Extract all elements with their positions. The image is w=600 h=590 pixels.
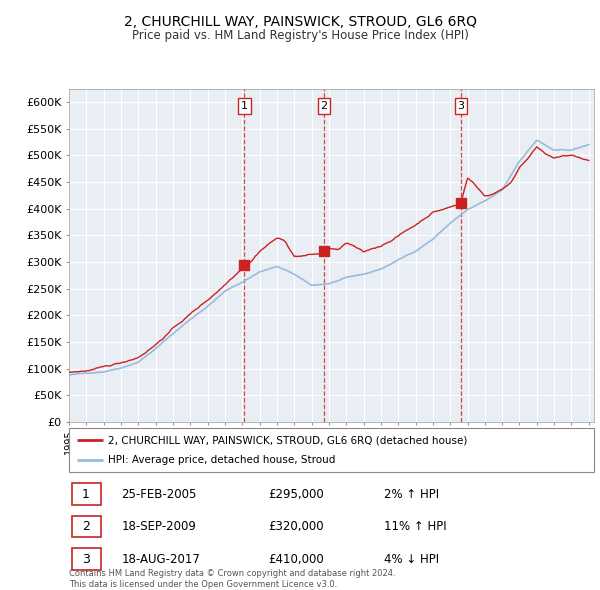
Text: 2: 2 [320, 101, 328, 111]
Text: £295,000: £295,000 [269, 487, 324, 501]
Text: 4% ↓ HPI: 4% ↓ HPI [384, 552, 439, 566]
Text: 2, CHURCHILL WAY, PAINSWICK, STROUD, GL6 6RQ (detached house): 2, CHURCHILL WAY, PAINSWICK, STROUD, GL6… [109, 435, 468, 445]
Text: 2: 2 [82, 520, 90, 533]
Text: 11% ↑ HPI: 11% ↑ HPI [384, 520, 446, 533]
Text: Price paid vs. HM Land Registry's House Price Index (HPI): Price paid vs. HM Land Registry's House … [131, 30, 469, 42]
FancyBboxPatch shape [71, 483, 101, 505]
Text: £320,000: £320,000 [269, 520, 324, 533]
Text: 1: 1 [241, 101, 248, 111]
Text: 3: 3 [458, 101, 464, 111]
Text: 1: 1 [82, 487, 90, 501]
Text: 2% ↑ HPI: 2% ↑ HPI [384, 487, 439, 501]
Text: 18-SEP-2009: 18-SEP-2009 [121, 520, 196, 533]
FancyBboxPatch shape [71, 548, 101, 570]
Text: HPI: Average price, detached house, Stroud: HPI: Average price, detached house, Stro… [109, 455, 336, 464]
Text: 3: 3 [82, 552, 90, 566]
Text: 18-AUG-2017: 18-AUG-2017 [121, 552, 200, 566]
Text: £410,000: £410,000 [269, 552, 324, 566]
FancyBboxPatch shape [69, 428, 594, 472]
Text: 2, CHURCHILL WAY, PAINSWICK, STROUD, GL6 6RQ: 2, CHURCHILL WAY, PAINSWICK, STROUD, GL6… [124, 15, 476, 29]
Text: 25-FEB-2005: 25-FEB-2005 [121, 487, 197, 501]
Text: Contains HM Land Registry data © Crown copyright and database right 2024.
This d: Contains HM Land Registry data © Crown c… [69, 569, 395, 589]
FancyBboxPatch shape [71, 516, 101, 537]
